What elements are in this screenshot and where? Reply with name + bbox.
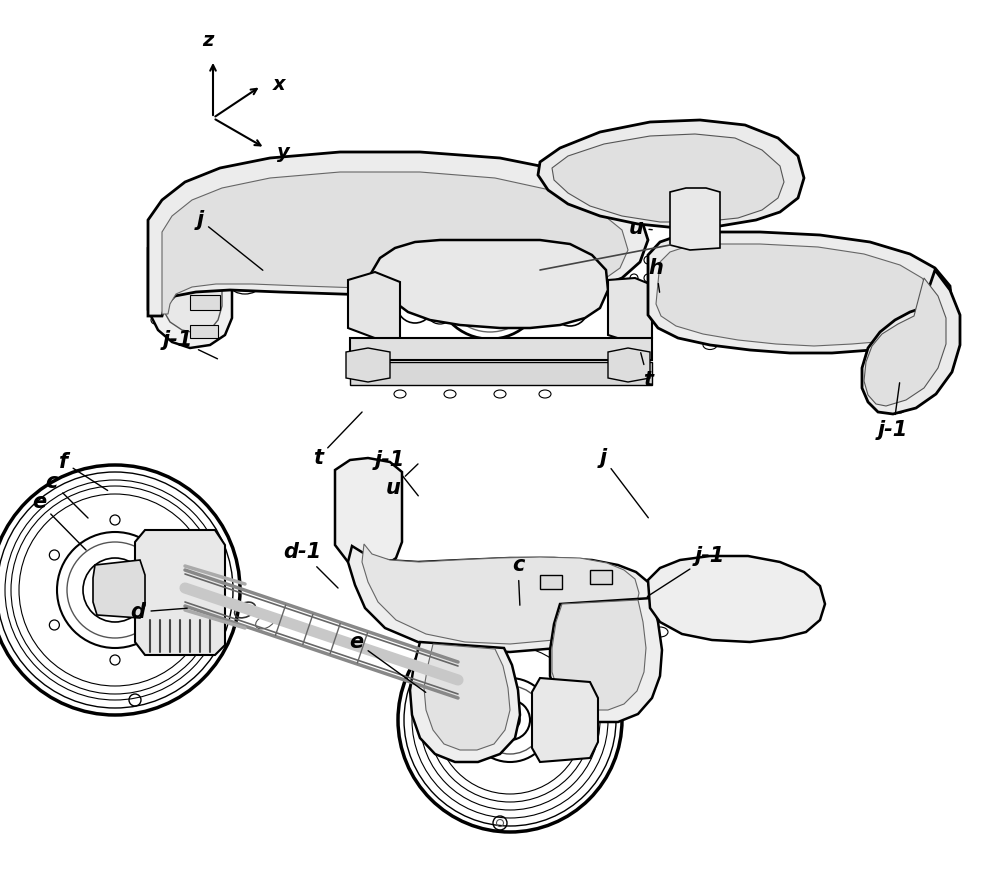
Polygon shape	[648, 232, 952, 353]
Polygon shape	[540, 575, 562, 589]
Polygon shape	[162, 244, 222, 333]
Polygon shape	[552, 134, 784, 222]
Polygon shape	[190, 260, 220, 275]
Text: j: j	[599, 448, 648, 518]
Polygon shape	[362, 544, 639, 644]
Polygon shape	[350, 338, 652, 360]
Text: e: e	[349, 632, 426, 692]
Text: j: j	[196, 210, 263, 271]
Polygon shape	[190, 295, 220, 310]
Text: z: z	[202, 31, 214, 50]
Text: c: c	[512, 555, 524, 606]
Text: e: e	[32, 492, 86, 550]
Polygon shape	[648, 556, 825, 642]
Polygon shape	[148, 152, 648, 316]
Polygon shape	[550, 598, 662, 722]
Text: y: y	[277, 142, 290, 162]
Polygon shape	[93, 560, 145, 618]
Polygon shape	[190, 325, 218, 338]
Polygon shape	[348, 272, 400, 340]
Polygon shape	[162, 172, 628, 314]
Polygon shape	[864, 278, 946, 406]
Polygon shape	[552, 600, 646, 710]
Text: t: t	[641, 353, 653, 390]
Text: u: u	[629, 218, 652, 238]
Polygon shape	[670, 188, 720, 250]
Polygon shape	[370, 240, 608, 328]
Polygon shape	[410, 642, 520, 762]
Polygon shape	[608, 278, 652, 342]
Text: d-1: d-1	[283, 542, 338, 588]
Text: j-1: j-1	[375, 450, 418, 496]
Polygon shape	[590, 570, 612, 584]
Polygon shape	[424, 644, 510, 750]
Polygon shape	[862, 270, 960, 414]
Text: t: t	[313, 412, 362, 468]
Text: u: u	[386, 464, 418, 498]
Text: x: x	[273, 74, 286, 94]
Polygon shape	[656, 244, 936, 346]
Polygon shape	[532, 678, 598, 762]
Text: j-1: j-1	[647, 546, 725, 597]
Text: c: c	[46, 472, 88, 518]
Text: h: h	[649, 258, 663, 293]
Polygon shape	[148, 234, 232, 348]
Polygon shape	[346, 348, 390, 382]
Text: d: d	[130, 602, 187, 622]
Polygon shape	[348, 546, 652, 652]
Polygon shape	[335, 458, 402, 570]
Text: j-1: j-1	[878, 383, 908, 440]
Text: f: f	[59, 452, 108, 491]
Polygon shape	[135, 530, 225, 655]
Text: j-1: j-1	[163, 330, 217, 359]
Polygon shape	[608, 348, 650, 382]
Polygon shape	[538, 120, 804, 228]
Polygon shape	[350, 362, 652, 385]
